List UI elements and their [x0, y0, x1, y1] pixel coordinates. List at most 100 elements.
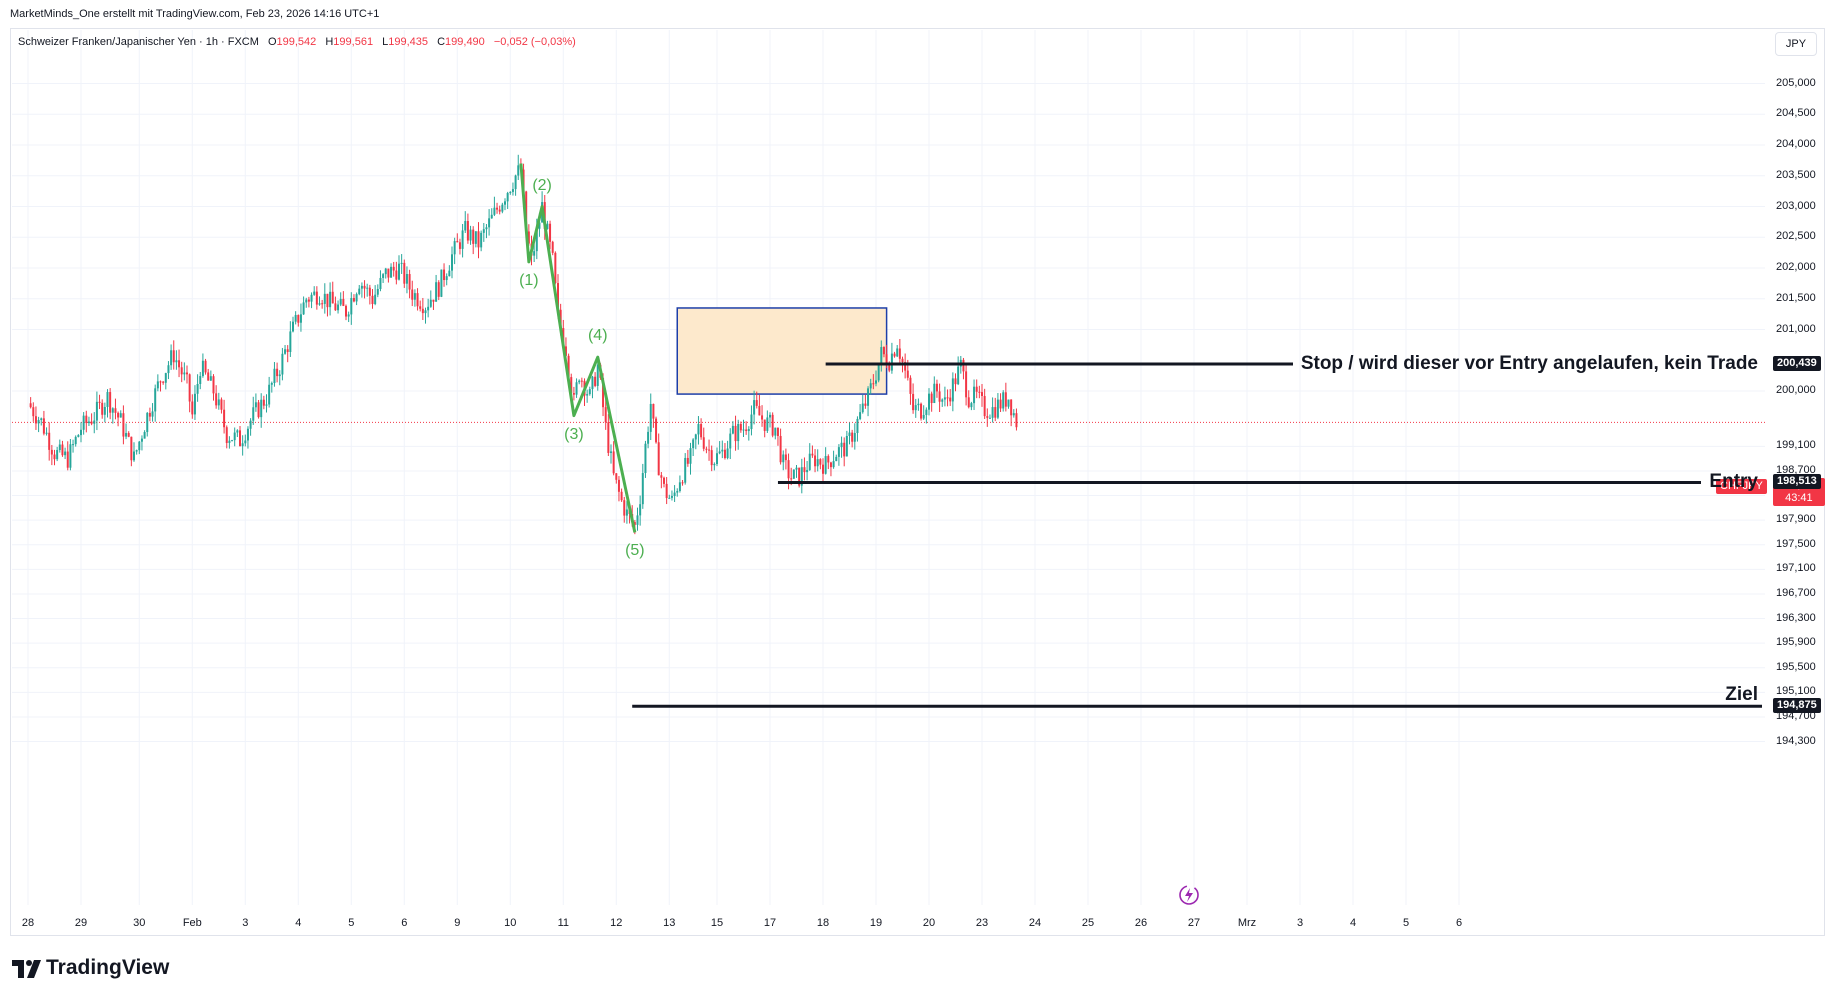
candle-body — [782, 454, 785, 463]
candle-body — [40, 418, 43, 420]
candle-body — [48, 432, 51, 450]
candle-body — [315, 291, 318, 305]
candle-body — [771, 414, 774, 436]
candle-body — [167, 365, 170, 374]
candle-body — [557, 283, 559, 310]
candle-body — [649, 403, 652, 432]
time-tick-label: 4 — [295, 917, 302, 929]
time-tick-label: Mrz — [1237, 917, 1257, 929]
candle-body — [32, 407, 35, 417]
candle-body — [440, 269, 443, 297]
candle-body — [803, 467, 806, 473]
candle-body — [943, 397, 946, 400]
time-tick-label: 4 — [1349, 917, 1357, 929]
candle-body — [906, 370, 909, 378]
candle-body — [360, 285, 363, 289]
candle-body — [268, 384, 271, 405]
candle-body — [991, 407, 994, 418]
flash-icon[interactable] — [1178, 884, 1200, 911]
candle-body — [148, 412, 151, 417]
candle-body — [501, 204, 504, 212]
candle-body — [967, 397, 970, 408]
candle-body — [591, 376, 594, 390]
price-tick-label: 197,900 — [1776, 513, 1816, 526]
candle-body — [763, 419, 766, 431]
candle-body — [34, 416, 37, 424]
candle-body — [901, 358, 904, 362]
candle-body — [56, 450, 59, 460]
time-tick-label: 9 — [454, 917, 461, 929]
candle-body — [358, 288, 361, 295]
candle-body — [623, 500, 626, 516]
candle-body — [273, 368, 276, 384]
candle-body — [151, 411, 154, 417]
candle-body — [236, 430, 239, 433]
candle-body — [366, 287, 369, 289]
candle-body — [1004, 392, 1007, 407]
price-tick-label: 195,500 — [1776, 660, 1816, 673]
candle-body — [188, 374, 191, 402]
candle-body — [225, 427, 228, 443]
candle-body — [660, 475, 663, 478]
level-annotation: Ziel — [1725, 684, 1758, 706]
candle-body — [930, 393, 933, 404]
candle-body — [302, 302, 305, 315]
candle-body — [779, 435, 782, 463]
time-tick-label: 15 — [710, 917, 724, 929]
candle-body — [933, 383, 936, 404]
candle-body — [66, 451, 69, 468]
candle-body — [896, 348, 899, 357]
level-price-tag: 198,513 — [1773, 474, 1821, 490]
candle-body — [220, 399, 223, 410]
symbol-legend: Schweizer Franken/Japanischer Yen · 1h ·… — [18, 36, 576, 48]
candle-body — [363, 285, 366, 289]
candle-body — [421, 308, 424, 314]
price-tick-label: 203,000 — [1776, 199, 1816, 212]
candle-body — [914, 405, 917, 411]
candle-body — [53, 454, 56, 460]
candle-body — [538, 222, 541, 229]
candle-body — [694, 434, 697, 440]
candle-body — [851, 432, 854, 442]
currency-button[interactable]: JPY — [1775, 32, 1817, 56]
candle-body — [186, 372, 188, 375]
candle-body — [98, 401, 101, 403]
candle-body — [890, 353, 893, 371]
candle-body — [472, 229, 475, 244]
candle-body — [310, 294, 313, 302]
candle-body — [50, 449, 53, 455]
candle-body — [305, 299, 308, 303]
candle-body — [814, 455, 817, 467]
candle-body — [875, 380, 877, 384]
candle-body — [795, 467, 798, 470]
candle-body — [424, 310, 427, 314]
candle-body — [747, 429, 750, 432]
candle-body — [458, 242, 461, 249]
candle-body — [954, 378, 957, 385]
candle-body — [400, 262, 403, 264]
candle-body — [72, 444, 75, 446]
candle-body — [504, 201, 506, 205]
candle-body — [498, 209, 501, 212]
candle-body — [297, 314, 300, 323]
candle-body — [323, 293, 326, 304]
candle-body — [85, 415, 88, 424]
candle-body — [93, 420, 96, 424]
elliott-wave-layer — [519, 163, 637, 533]
candle-body — [133, 451, 135, 461]
time-tick-label: 6 — [1455, 917, 1463, 929]
candle-body — [564, 346, 567, 356]
candle-body — [201, 360, 204, 377]
candle-body — [514, 175, 517, 190]
candle-body — [199, 376, 202, 385]
countdown-value: 43:41 — [1785, 492, 1813, 504]
candle-body — [745, 429, 748, 432]
candle-body — [164, 373, 167, 383]
candle-body — [837, 447, 840, 457]
candle-body — [554, 252, 557, 284]
candle-body — [244, 440, 247, 444]
candle-body — [909, 377, 912, 394]
candle-body — [641, 473, 644, 505]
wave-label: (4) — [587, 327, 608, 345]
